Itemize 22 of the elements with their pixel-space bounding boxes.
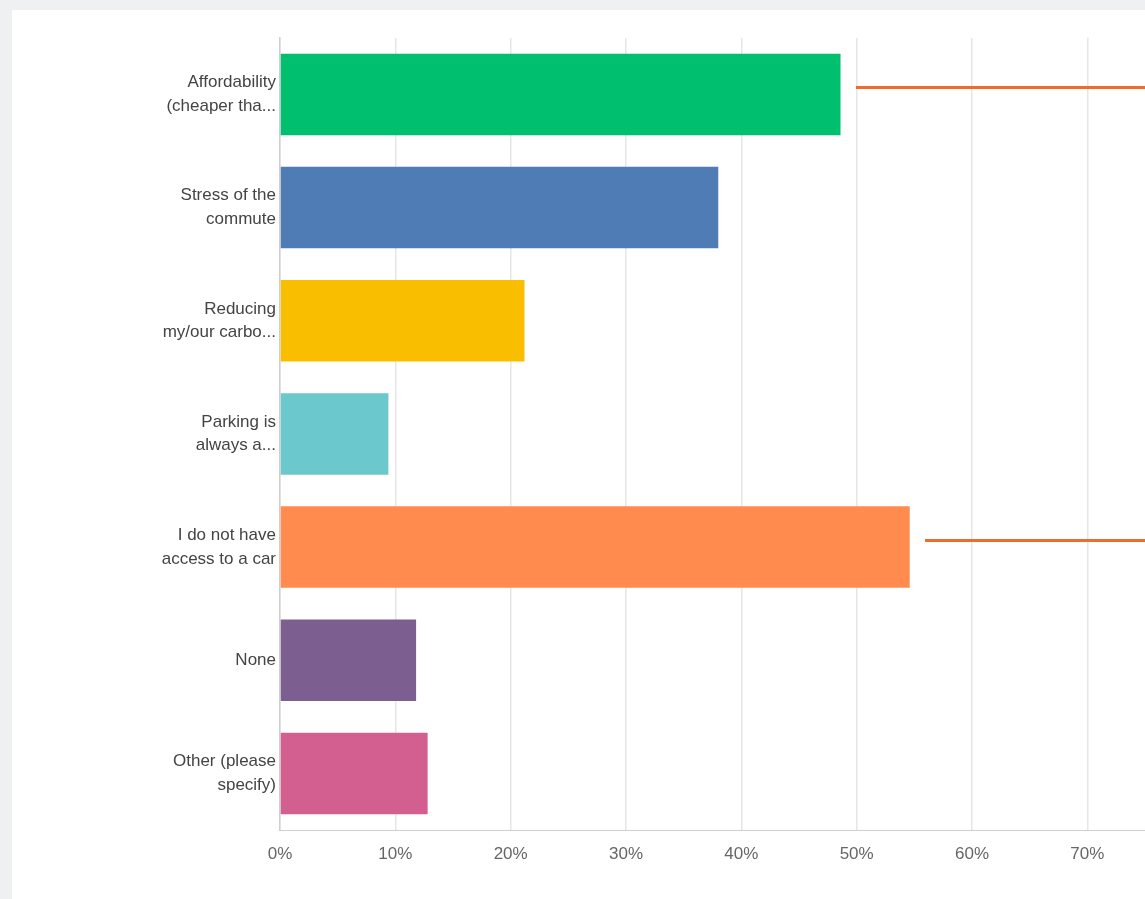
x-tick-label: 60% (954, 843, 990, 863)
bar (280, 393, 389, 475)
bar (280, 166, 719, 249)
y-tick-label: Affordability (cheaper tha... (166, 72, 277, 115)
y-tick-label: Other (please specify) (173, 751, 276, 794)
x-tick-label: 10% (378, 843, 413, 863)
y-tick-label: Stress of the commute (180, 185, 276, 229)
x-tick-label: 0% (267, 843, 293, 863)
bar (280, 279, 525, 362)
y-tick-label: None (235, 649, 276, 669)
x-tick-label: 40% (724, 843, 759, 863)
y-tick-label: Reducing my/our carbo... (162, 298, 276, 342)
bar (280, 732, 428, 815)
bar (280, 506, 910, 588)
x-tick-label: 50% (839, 843, 874, 863)
y-tick-label: Parking is always a... (195, 411, 276, 455)
x-tick-label: 20% (493, 843, 528, 863)
x-tick-label: 70% (1070, 843, 1105, 863)
x-tick-label: 30% (608, 843, 644, 863)
bar (280, 619, 417, 701)
y-tick-label: I do not have access to a car (161, 524, 277, 568)
bar (280, 53, 841, 136)
